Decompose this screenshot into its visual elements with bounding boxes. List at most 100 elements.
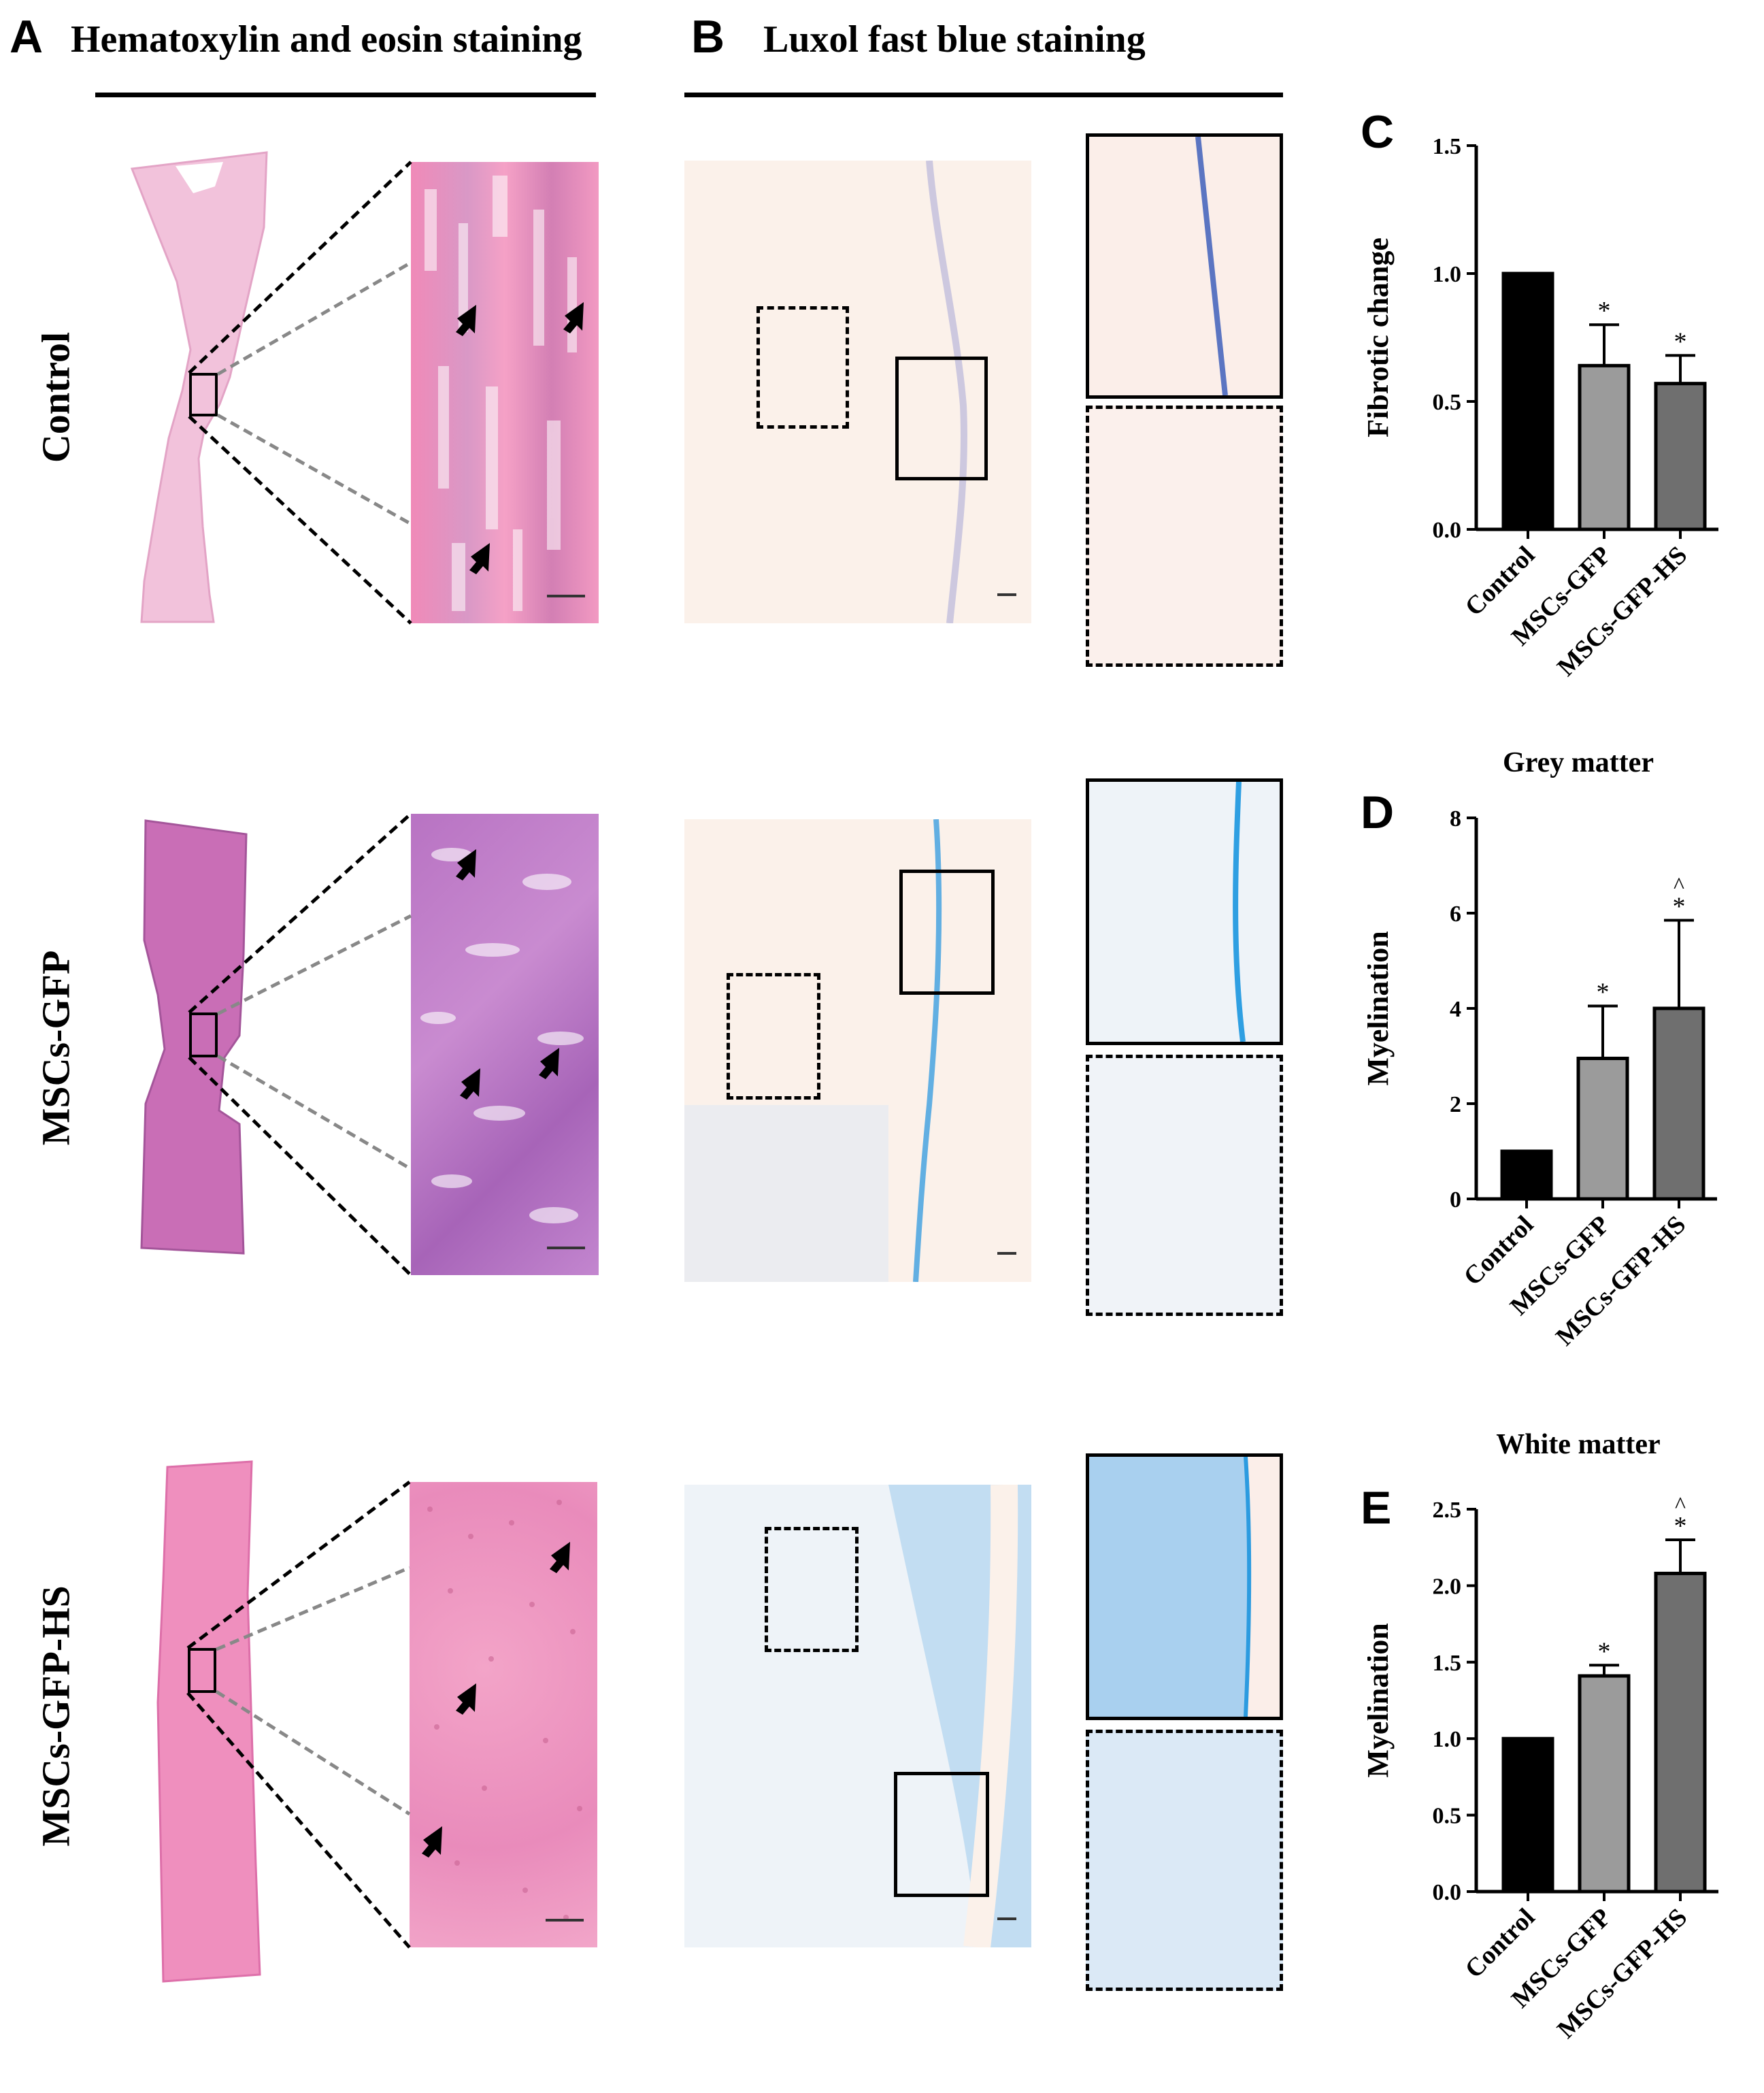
zoom-connector <box>186 1480 411 1650</box>
y-tick-label: 8 <box>1450 806 1461 831</box>
arrow-icon <box>456 1683 476 1715</box>
lfb-inset-dashed-control <box>1086 406 1283 667</box>
arrow-icon <box>456 305 476 336</box>
y-tick-label: 0.0 <box>1433 1880 1462 1905</box>
roi-dashed-control <box>756 306 849 429</box>
roi-solid-mscs-gfp-hs <box>894 1772 989 1897</box>
bar-chart-grey-matter: Grey matterMyelination02468Control*MSCs-… <box>1367 747 1717 1351</box>
chart-title: Grey matter <box>1503 747 1654 778</box>
scale-bar <box>997 593 1016 596</box>
lfb-inset-dashed-mscs-gfp <box>1086 1055 1283 1316</box>
scale-bar <box>997 1252 1016 1255</box>
panel-b-rule <box>684 93 1283 97</box>
y-tick-label: 1.0 <box>1433 1727 1462 1752</box>
y-tick-label: 4 <box>1450 997 1461 1022</box>
y-axis-label: Myelination <box>1367 931 1395 1085</box>
bar <box>1500 1149 1553 1201</box>
y-tick-label: 2.0 <box>1433 1574 1462 1599</box>
panel-a-rule <box>95 93 596 97</box>
he-zoom-box-control <box>189 373 218 416</box>
panel-letter-a: A <box>10 11 44 63</box>
he-zoom-box-mscs-gfp-hs <box>188 1648 216 1693</box>
x-tick-label: MSCs-GFP-HS <box>1550 1210 1691 1351</box>
he-zoom-image-control <box>411 162 599 623</box>
zoom-connector <box>188 415 412 625</box>
panel-letter-e: E <box>1361 1482 1392 1534</box>
significance-marker-2: ^ <box>1675 1493 1686 1518</box>
bar <box>1501 1736 1554 1894</box>
panel-letter-c: C <box>1361 106 1395 158</box>
significance-marker: * <box>1673 893 1686 921</box>
y-axis-label: Myelination <box>1367 1623 1395 1777</box>
scale-bar <box>997 1917 1016 1920</box>
he-section-mscs-gfp <box>137 818 250 1257</box>
x-tick-label: MSCs-GFP-HS <box>1552 541 1693 682</box>
arrow-icon <box>539 1048 559 1079</box>
lfb-image-mscs-gfp-hs <box>684 1485 1031 1947</box>
arrow-icon <box>456 849 476 880</box>
significance-marker-2: ^ <box>1674 874 1684 899</box>
significance-marker: * <box>1597 978 1610 1007</box>
arrow-icon <box>550 1542 570 1573</box>
y-tick-label: 0.5 <box>1433 1804 1462 1829</box>
arrow-icon <box>460 1068 480 1100</box>
arrow-icon <box>563 302 584 333</box>
panel-title-lfb: Luxol fast blue staining <box>763 18 1146 61</box>
chart-title: White matter <box>1496 1429 1660 1460</box>
panel-letter-b: B <box>691 11 725 63</box>
y-tick-label: 1.5 <box>1433 1651 1462 1676</box>
zoom-connector <box>216 1566 410 1651</box>
zoom-connector <box>216 413 412 526</box>
y-tick-label: 1.0 <box>1433 262 1462 287</box>
significance-marker: * <box>1598 297 1611 325</box>
significance-marker: * <box>1674 1512 1687 1540</box>
lfb-image-control <box>684 161 1031 623</box>
he-section-mscs-gfp-hs <box>154 1457 263 1988</box>
zoom-connector <box>215 1690 411 1816</box>
zoom-connector <box>188 161 412 374</box>
bar-chart-white-matter: White matter Myelination 0.0 0.5 1.0 1.5 2.0 2.… <box>1367 1429 1718 2044</box>
bar <box>1654 1571 1707 1894</box>
scale-bar <box>547 595 585 597</box>
he-zoom-image-mscs-gfp <box>411 814 599 1275</box>
lfb-inset-solid-mscs-gfp <box>1086 778 1283 1045</box>
roi-solid-control <box>895 357 988 480</box>
bar <box>1501 271 1554 531</box>
zoom-connector <box>216 1054 412 1171</box>
he-zoom-box-mscs-gfp <box>189 1012 218 1057</box>
scale-bar <box>547 1247 585 1249</box>
bar <box>1654 382 1707 531</box>
y-tick-label: 2 <box>1450 1092 1461 1117</box>
y-tick-label: 1.5 <box>1433 134 1462 159</box>
bar <box>1578 1674 1631 1894</box>
zoom-connector <box>188 1056 412 1276</box>
lfb-inset-solid-mscs-gfp-hs <box>1086 1453 1283 1720</box>
y-axis-label: Fibrotic change <box>1367 237 1395 438</box>
y-tick-label: 0.0 <box>1433 518 1462 543</box>
x-tick-label: MSCs-GFP-HS <box>1552 1903 1693 2044</box>
zoom-connector <box>186 1692 411 1949</box>
arrow-icon <box>422 1826 442 1858</box>
zoom-connector <box>216 914 412 1016</box>
lfb-image-mscs-gfp <box>684 819 1031 1282</box>
zoom-connector <box>216 261 412 376</box>
zoom-connector <box>188 812 412 1014</box>
he-section-control <box>128 146 272 629</box>
significance-marker: * <box>1598 1637 1611 1666</box>
bar <box>1652 1006 1705 1201</box>
roi-dashed-mscs-gfp-hs <box>765 1527 859 1652</box>
bar-chart-fibrotic-change: Fibrotic change0.00.51.01.5Control*MSCs-… <box>1367 134 1718 682</box>
panel-title-he: Hematoxylin and eosin staining <box>71 18 582 61</box>
lfb-inset-solid-control <box>1086 133 1283 399</box>
y-tick-label: 0.5 <box>1433 390 1462 415</box>
panel-letter-d: D <box>1361 787 1395 838</box>
bar <box>1578 363 1631 531</box>
scale-bar <box>546 1919 584 1922</box>
bar <box>1576 1057 1629 1201</box>
lfb-inset-dashed-mscs-gfp-hs <box>1086 1730 1283 1991</box>
y-tick-label: 6 <box>1450 902 1461 927</box>
significance-marker: * <box>1674 327 1687 356</box>
roi-dashed-mscs-gfp <box>727 973 820 1100</box>
roi-solid-mscs-gfp <box>899 870 995 995</box>
